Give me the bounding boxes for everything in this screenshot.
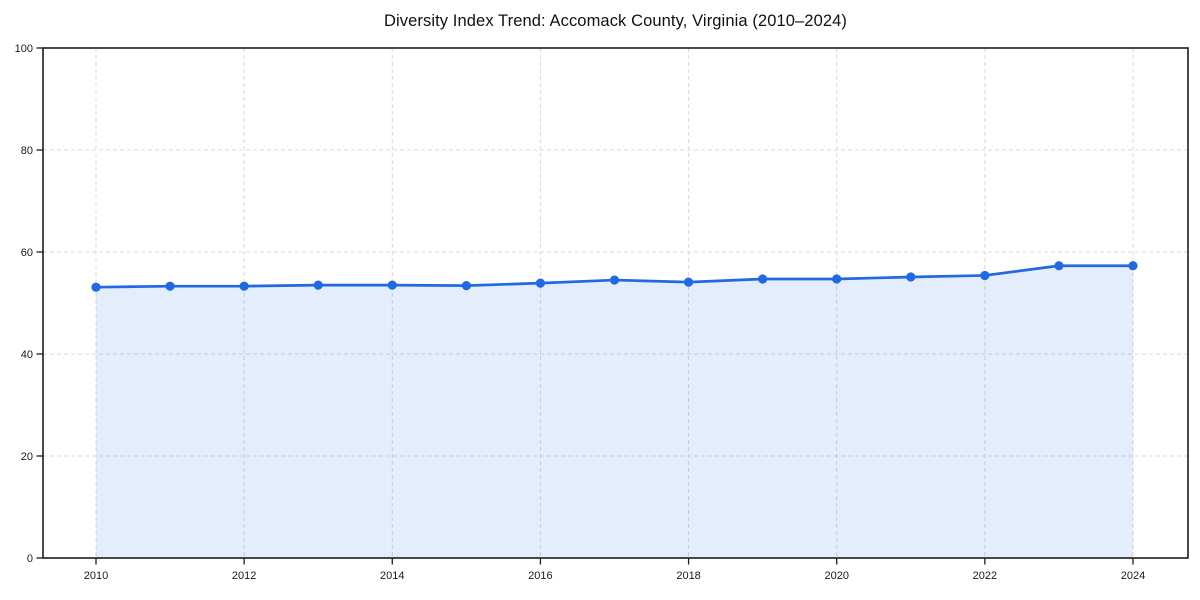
data-point-2013 <box>313 280 323 290</box>
y-tick-label-80: 80 <box>21 145 33 157</box>
data-point-2017 <box>609 275 620 285</box>
data-point-2018 <box>683 277 694 287</box>
data-point-2024 <box>1128 261 1138 271</box>
data-point-2015 <box>461 281 471 291</box>
area-fill <box>96 265 1133 558</box>
data-point-2019 <box>758 274 768 284</box>
data-point-2022 <box>980 270 990 281</box>
x-tick-label-2024: 2024 <box>1121 570 1145 582</box>
data-point-2010 <box>91 282 101 292</box>
axes-box <box>42 47 1189 559</box>
data-point-2020 <box>832 274 842 284</box>
x-tick-label-2010: 2010 <box>84 570 108 582</box>
y-tick-label-0: 0 <box>27 553 33 565</box>
data-point-2014 <box>387 280 397 290</box>
chart-title: Diversity Index Trend: Accomack County, … <box>383 12 848 30</box>
tick-layer <box>36 47 1134 565</box>
x-tick-label-2018: 2018 <box>676 570 700 582</box>
x-tick-label-2020: 2020 <box>824 570 848 582</box>
plot-border <box>42 47 1189 559</box>
data-point-2021 <box>906 272 916 282</box>
x-tick-label-2014: 2014 <box>380 570 404 582</box>
x-tick-label-2022: 2022 <box>973 570 997 582</box>
marker-layer <box>91 261 1138 292</box>
x-tick-label-2016: 2016 <box>528 570 552 582</box>
area-layer <box>96 265 1133 558</box>
y-tick-label-40: 40 <box>21 349 33 361</box>
data-point-2011 <box>165 281 175 291</box>
data-point-2016 <box>535 278 546 288</box>
y-tick-label-60: 60 <box>21 247 33 259</box>
x-tick-label-2012: 2012 <box>232 570 256 582</box>
y-tick-label-20: 20 <box>21 451 33 463</box>
data-point-2023 <box>1054 261 1064 271</box>
y-tick-label-100: 100 <box>15 43 33 55</box>
data-point-2012 <box>239 281 249 291</box>
axis-labels: 0 20 40 60 80 100 2010 2012 2014 2016 2018 2020 2022… <box>15 43 1146 582</box>
